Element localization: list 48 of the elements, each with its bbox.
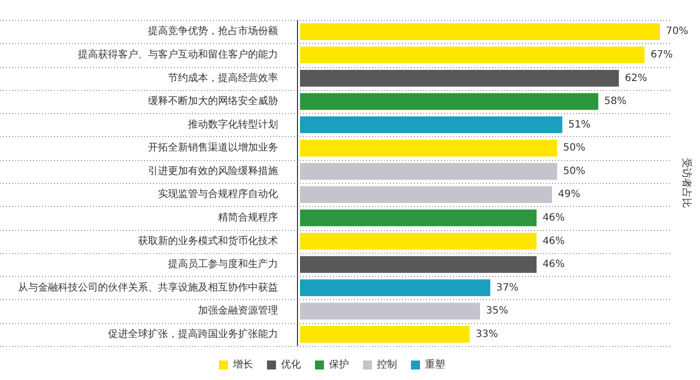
data-label: 50% [563, 166, 586, 177]
y-tick-label: 引进更加有效的风险缓释措施 [148, 164, 278, 177]
legend-label: 保护 [329, 358, 349, 371]
bar [300, 23, 660, 40]
data-label: 51% [568, 119, 591, 130]
bar [300, 116, 562, 134]
data-label: 35% [486, 306, 508, 317]
data-label: 50% [563, 142, 586, 154]
data-label: 46% [542, 259, 565, 270]
y-tick-label: 提高竞争优势，抢占市场份额 [148, 25, 278, 38]
data-label: 49% [558, 189, 580, 200]
data-label: 70% [666, 26, 688, 38]
data-label: 67% [650, 50, 673, 61]
data-label: 46% [542, 212, 565, 224]
data-label: 37% [496, 282, 519, 294]
legend-label: 重塑 [425, 358, 445, 371]
y-tick-label: 精简合规程序 [218, 212, 278, 224]
data-label: 33% [476, 328, 498, 340]
bar [300, 326, 470, 343]
bar [300, 46, 645, 64]
y-tick-label: 促进全球扩张，提高跨国业务扩张能力 [108, 328, 278, 340]
legend-label: 控制 [377, 358, 397, 371]
text: 受访者占比 [680, 158, 692, 208]
bar [300, 162, 558, 180]
bar [300, 70, 619, 87]
data-label: 58% [604, 96, 627, 108]
y-tick-label: 加强金融资源管理 [198, 304, 278, 317]
bar [300, 140, 558, 156]
legend-label: 优化 [281, 358, 301, 371]
bar [300, 302, 480, 320]
bar [300, 256, 537, 273]
data-label: 62% [624, 72, 648, 84]
data-label: 46% [542, 236, 565, 247]
bar [300, 232, 537, 250]
legend-label: 增长 [232, 358, 253, 371]
bar [300, 210, 537, 226]
bar [300, 279, 490, 296]
bar [300, 186, 552, 204]
y-tick-label: 推动数字化转型计划 [188, 118, 278, 130]
y-tick-label: 缓释不断加大的网络安全威胁 [148, 95, 278, 108]
bar [300, 93, 598, 110]
y-tick-label: 提高获得客户、与客户互动和留住客户的能力 [78, 48, 278, 61]
y-tick-label: 提高员工参与度和生产力 [168, 258, 278, 270]
y-tick-label: 节约成本，提高经营效率 [168, 72, 278, 84]
y-tick-label: 获取新的业务模式和货币化技术 [138, 234, 278, 247]
y-tick-label: 实现监管与合规程序自动化 [158, 188, 278, 200]
y-tick-label: 开拓全新销售渠道以增加业务 [148, 142, 278, 154]
y-tick-label: 从与金融科技公司的伙伴关系、共享设施及相互协作中获益 [18, 281, 278, 294]
